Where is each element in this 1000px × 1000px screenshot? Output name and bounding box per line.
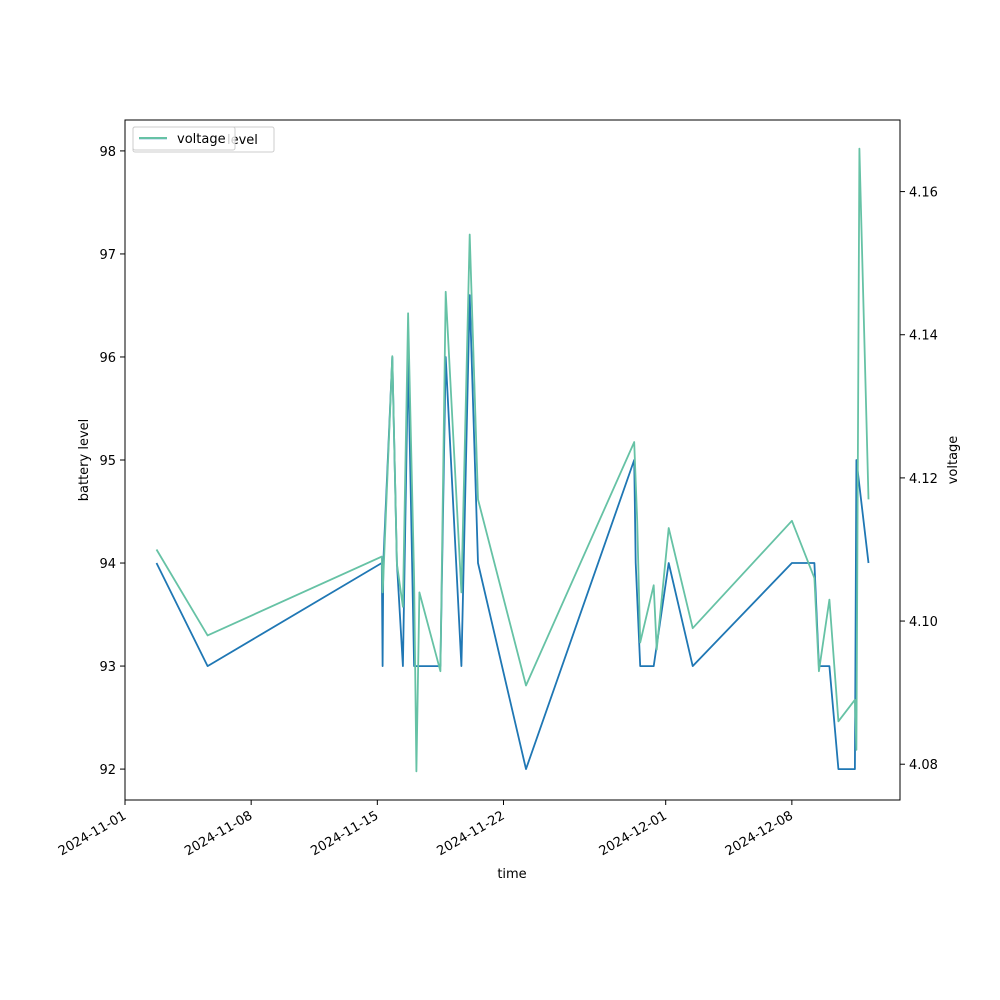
x-tick-label: 2024-11-01: [56, 808, 129, 859]
series-layer: [155, 147, 870, 773]
right-y-axis: 4.08 4.10 4.12 4.14 4.16: [900, 186, 938, 773]
right-y-tick-label: 4.12: [909, 472, 938, 487]
left-y-axis-label: battery level: [77, 419, 92, 502]
legend: level voltage: [132, 126, 275, 153]
x-axis-label: time: [497, 867, 526, 882]
right-y-tick-label: 4.14: [909, 329, 938, 344]
x-tick-label: 2024-11-15: [308, 808, 381, 859]
right-y-axis-label: voltage: [946, 436, 961, 485]
right-y-tick-label: 4.16: [909, 186, 938, 201]
plot-frame: [124, 119, 901, 801]
right-y-tick-label: 4.10: [909, 615, 938, 630]
x-axis: 2024-11-01 2024-11-08 2024-11-15 2024-11-22…: [56, 800, 796, 859]
legend-box-secondary: [132, 126, 236, 151]
left-y-tick-label: 92: [99, 763, 116, 778]
left-y-tick-label: 95: [99, 454, 116, 469]
left-y-axis: 92 93 94 95 96 97 98: [99, 145, 125, 778]
plot-border: [124, 119, 901, 801]
right-y-tick-label: 4.08: [909, 758, 938, 773]
left-y-tick-label: 93: [99, 660, 116, 675]
legend-label-voltage: voltage: [177, 132, 226, 147]
left-y-tick-label: 97: [99, 248, 116, 263]
series-line-level: [155, 294, 870, 770]
series-line-voltage: [155, 147, 870, 773]
left-y-tick-label: 96: [99, 351, 116, 366]
x-tick-label: 2024-12-01: [597, 808, 670, 859]
x-tick-label: 2024-11-22: [435, 808, 508, 859]
left-y-tick-label: 98: [99, 145, 116, 160]
left-y-tick-label: 94: [99, 557, 116, 572]
x-tick-label: 2024-11-08: [182, 808, 255, 859]
x-tick-label: 2024-12-08: [723, 808, 796, 859]
